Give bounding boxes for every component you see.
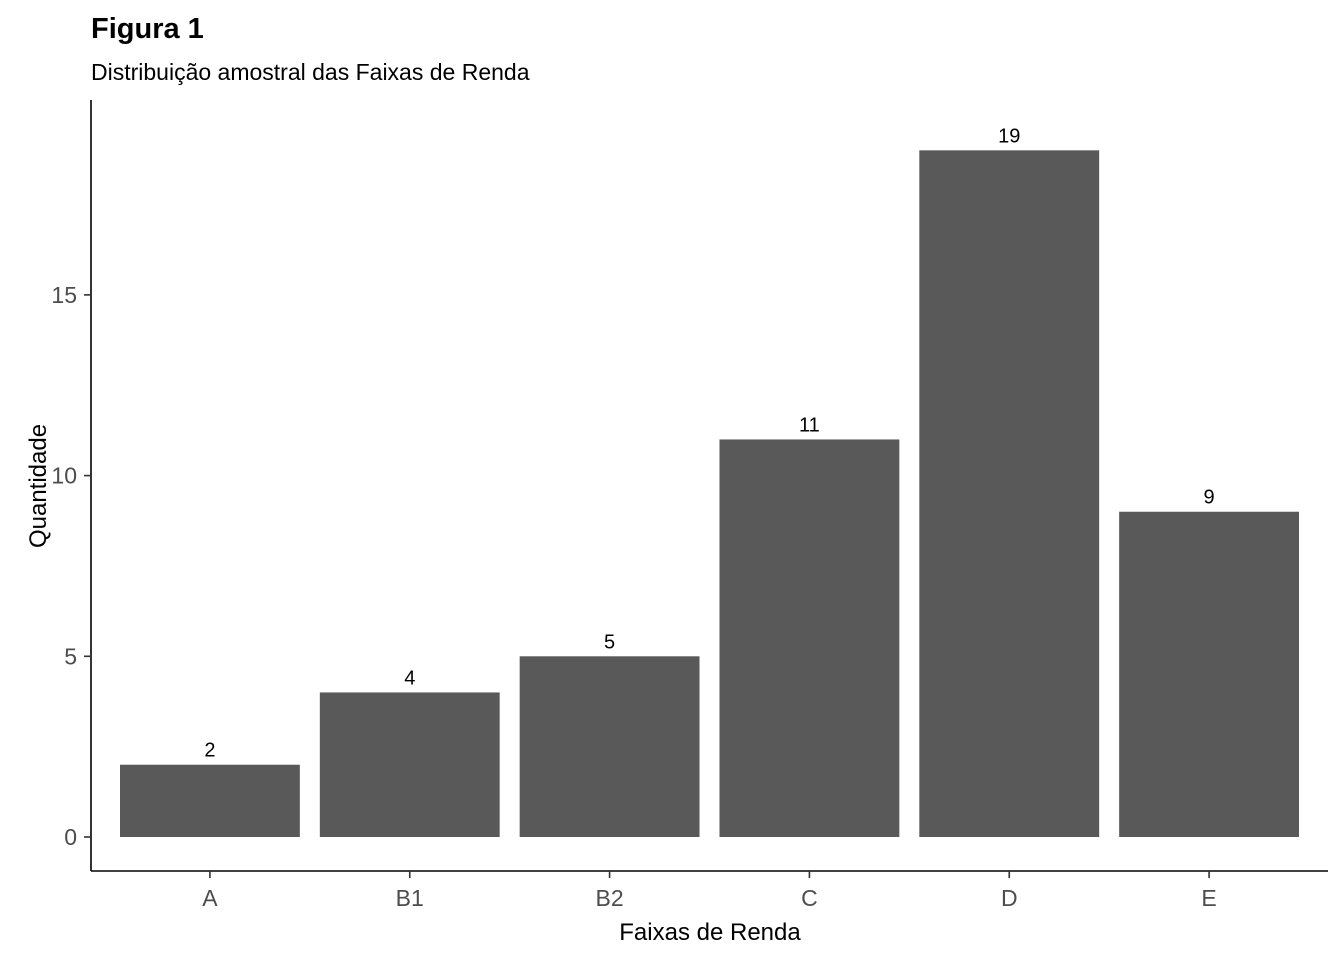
y-tick-label-15: 15: [51, 282, 77, 308]
bar-a: [119, 764, 300, 837]
x-axis-title: Faixas de Renda: [619, 919, 801, 946]
data-labels-group: 2 4 5 11 19 9: [204, 125, 1214, 761]
y-tick-label-10: 10: [51, 463, 77, 489]
x-tick-label-c: C: [801, 885, 818, 911]
data-label-e: 9: [1204, 487, 1215, 509]
bar-e: [1119, 511, 1300, 837]
x-tick-label-d: D: [1001, 885, 1018, 911]
x-tick-label-b2: B2: [596, 885, 624, 911]
x-tick-label-a: A: [202, 885, 218, 911]
data-label-b2: 5: [604, 631, 615, 653]
bar-c: [719, 439, 900, 837]
data-label-b1: 4: [404, 667, 415, 689]
data-label-a: 2: [204, 740, 215, 762]
data-label-d: 19: [998, 125, 1020, 147]
y-axis-title: Quantidade: [25, 424, 52, 548]
bars-group: [119, 150, 1300, 838]
bar-b2: [519, 656, 700, 837]
x-tick-label-b1: B1: [396, 885, 424, 911]
x-tick-label-e: E: [1201, 885, 1216, 911]
y-axis: 0 5 10 15: [51, 100, 92, 871]
chart-title: Figura 1: [91, 13, 204, 45]
chart-subtitle: Distribuição amostral das Faixas de Rend…: [91, 59, 530, 85]
y-tick-label-0: 0: [64, 824, 77, 850]
bar-b1: [319, 692, 500, 837]
x-axis: A B1 B2 C D E: [91, 870, 1328, 911]
y-tick-label-5: 5: [64, 643, 77, 669]
data-label-c: 11: [799, 414, 820, 436]
bar-d: [919, 150, 1100, 838]
